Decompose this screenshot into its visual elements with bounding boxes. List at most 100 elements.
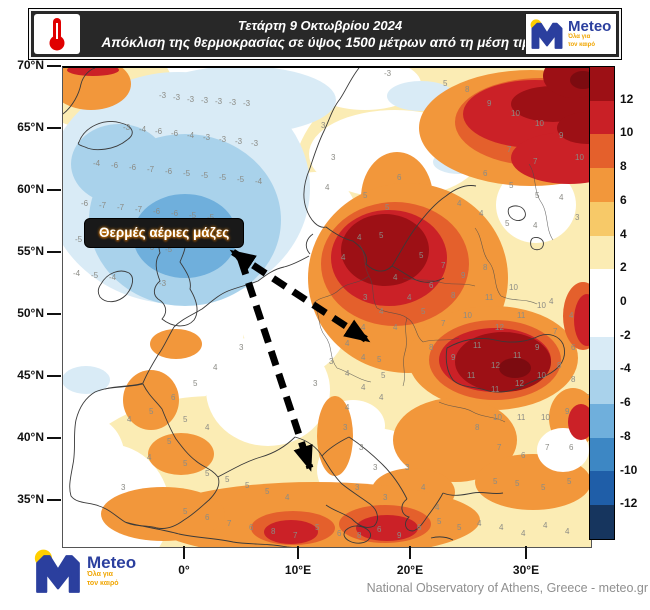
svg-text:-7: -7: [117, 203, 125, 212]
svg-text:6: 6: [571, 343, 576, 352]
colorbar-label: 10: [620, 125, 634, 140]
svg-text:3: 3: [359, 443, 364, 452]
svg-text:5: 5: [421, 307, 426, 316]
svg-text:4: 4: [393, 323, 398, 332]
svg-text:-3: -3: [173, 93, 181, 102]
colorbar-label: -4: [620, 361, 631, 376]
lon-tick: [297, 546, 299, 559]
colorbar-label: -6: [620, 395, 631, 410]
europe-anomaly-map: -3 -3 -3 -3 -3 -3 -3 -3 -4 -6 -6 -4 -3 -3 -3 -3 -4 -6 -6 -7…: [62, 66, 592, 548]
svg-text:-4: -4: [109, 273, 117, 282]
svg-text:3: 3: [313, 379, 318, 388]
svg-text:10: 10: [537, 371, 546, 380]
svg-text:8: 8: [357, 531, 362, 540]
meteo-brand-text-footer: Meteo: [87, 552, 137, 572]
svg-text:5: 5: [193, 379, 198, 388]
svg-text:-5: -5: [219, 173, 227, 182]
svg-text:9: 9: [487, 99, 492, 108]
svg-text:-3: -3: [123, 123, 131, 132]
lon-label: 10°E: [284, 563, 312, 577]
meteo-logo-header: Meteo Όλα για τον καιρό: [525, 13, 617, 55]
svg-text:6: 6: [483, 169, 488, 178]
lon-label: 20°E: [396, 563, 424, 577]
svg-text:10: 10: [535, 119, 544, 128]
svg-text:8: 8: [429, 343, 434, 352]
header-bar: Τετάρτη 9 Οκτωβρίου 2024 Απόκλιση της θε…: [28, 8, 622, 60]
svg-text:5: 5: [385, 203, 390, 212]
svg-text:11: 11: [517, 413, 526, 422]
svg-text:6: 6: [429, 281, 434, 290]
svg-text:-4: -4: [93, 159, 101, 168]
svg-text:-5: -5: [201, 171, 209, 180]
svg-text:4: 4: [345, 403, 350, 412]
lon-tick: [183, 546, 185, 559]
svg-text:9: 9: [397, 531, 402, 540]
lat-label: 50°N: [17, 306, 44, 320]
lat-tick: [47, 437, 61, 439]
svg-text:4: 4: [341, 253, 346, 262]
svg-text:4: 4: [361, 383, 366, 392]
svg-text:3: 3: [383, 493, 388, 502]
svg-text:-3: -3: [251, 139, 259, 148]
lon-label: 30°E: [512, 563, 540, 577]
svg-text:5: 5: [437, 517, 442, 526]
svg-text:6: 6: [397, 173, 402, 182]
svg-text:-3: -3: [384, 69, 392, 78]
svg-text:4: 4: [345, 339, 350, 348]
svg-text:-3: -3: [159, 91, 167, 100]
svg-text:-3: -3: [229, 98, 237, 107]
svg-text:-5: -5: [91, 271, 99, 280]
svg-text:5: 5: [381, 371, 386, 380]
colorbar-label: 8: [620, 159, 627, 174]
temperature-colorbar: [589, 66, 615, 540]
colorbar-segment: [590, 370, 614, 405]
svg-text:5: 5: [509, 181, 514, 190]
svg-text:3: 3: [331, 153, 336, 162]
svg-text:-6: -6: [171, 129, 179, 138]
lat-tick: [47, 189, 61, 191]
svg-text:3: 3: [363, 293, 368, 302]
lat-tick: [47, 313, 61, 315]
svg-text:-3: -3: [243, 99, 251, 108]
contour-value-labels: -3 -3 -3 -3 -3 -3 -3 -3 -4 -6 -6 -4 -3 -3 -3 -3 -4 -6 -6 -7…: [73, 69, 591, 540]
svg-text:4: 4: [543, 521, 548, 530]
svg-text:11: 11: [491, 385, 500, 394]
svg-text:4: 4: [559, 193, 564, 202]
svg-text:7: 7: [227, 519, 232, 528]
svg-text:7: 7: [545, 443, 550, 452]
svg-text:3: 3: [575, 213, 580, 222]
svg-text:3: 3: [355, 483, 360, 492]
svg-text:4: 4: [499, 523, 504, 532]
svg-text:5: 5: [205, 469, 210, 478]
svg-text:4: 4: [379, 307, 384, 316]
svg-text:5: 5: [149, 407, 154, 416]
warm-air-annotation-text: Θερμές αέριες μάζες: [99, 225, 230, 240]
colorbar-segment: [590, 437, 614, 472]
svg-text:8: 8: [483, 263, 488, 272]
colorbar-label: -2: [620, 327, 631, 342]
svg-text:5: 5: [183, 415, 188, 424]
svg-text:5: 5: [225, 475, 230, 484]
meteo-tagline-footer-2: τον καιρό: [87, 579, 119, 587]
svg-text:9: 9: [559, 131, 564, 140]
svg-text:11: 11: [467, 371, 476, 380]
svg-text:3: 3: [343, 423, 348, 432]
map-subtitle: Απόκλιση της θερμοκρασίας σε ύψος 1500 μ…: [101, 35, 539, 50]
colorbar-segment: [590, 269, 614, 303]
thermometer-icon: [49, 18, 65, 51]
svg-text:-6: -6: [165, 167, 173, 176]
colorbar-label: -8: [620, 428, 631, 443]
svg-text:12: 12: [491, 361, 500, 370]
svg-text:10: 10: [537, 301, 546, 310]
svg-text:5: 5: [457, 523, 462, 532]
svg-text:4: 4: [205, 423, 210, 432]
lat-tick: [47, 251, 61, 253]
colorbar-label: 0: [620, 294, 627, 308]
svg-text:5: 5: [505, 219, 510, 228]
warm-air-annotation: Θερμές αέριες μάζες: [84, 218, 245, 248]
svg-text:4: 4: [533, 221, 538, 230]
meteo-tagline-1: Όλα για: [568, 34, 591, 41]
lon-tick: [525, 546, 527, 559]
lat-tick: [47, 499, 61, 501]
